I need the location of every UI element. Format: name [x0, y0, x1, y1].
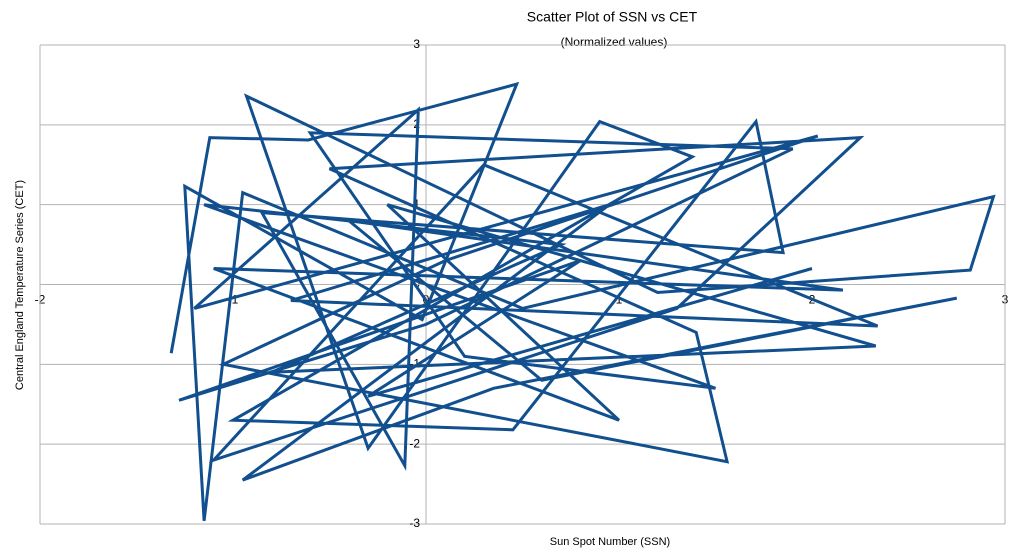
y-tick-label: 3	[413, 37, 420, 51]
y-tick-label: -3	[409, 516, 420, 530]
y-tick-label: -1	[409, 357, 420, 371]
y-axis-label: Central England Temperature Series (CET)	[14, 180, 26, 390]
y-tick-label: -2	[409, 436, 420, 450]
x-tick-label: -1	[228, 293, 239, 307]
y-tick-label: 1	[413, 197, 420, 211]
chart-title: Scatter Plot of SSN vs CET	[527, 9, 698, 25]
chart-subtitle: (Normalized values)	[561, 35, 668, 49]
y-tick-label: 0	[413, 277, 420, 291]
x-tick-label: 1	[616, 293, 623, 307]
x-axis-label: Sun Spot Number (SSN)	[550, 536, 670, 548]
data-line	[169, 81, 996, 521]
